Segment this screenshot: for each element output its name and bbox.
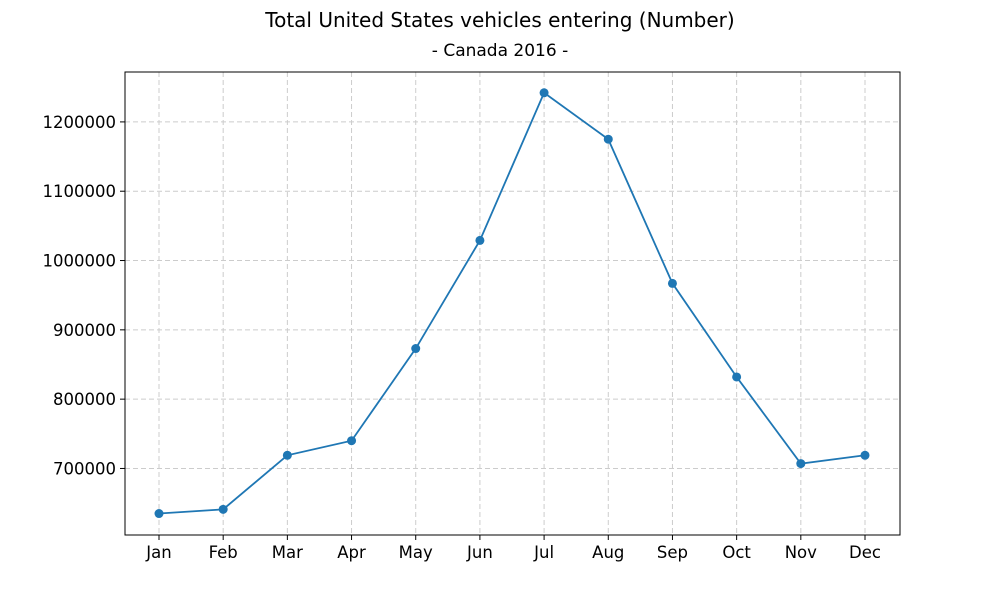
data-point-aug: [603, 134, 613, 144]
y-tick-label: 1100000: [43, 182, 117, 201]
x-tick-label: Oct: [722, 543, 751, 562]
data-point-dec: [860, 450, 870, 460]
x-tick-label: Jul: [533, 543, 554, 562]
x-tick-label: May: [399, 543, 433, 562]
data-point-jun: [475, 235, 485, 245]
y-tick-label: 1000000: [43, 252, 117, 271]
y-tick-label: 800000: [53, 390, 116, 409]
data-point-jul: [539, 88, 549, 98]
y-tick-label: 1200000: [43, 113, 117, 132]
x-tick-label: Sep: [657, 543, 688, 562]
chart-subtitle: - Canada 2016 -: [431, 41, 569, 61]
data-point-mar: [282, 450, 292, 460]
plot-area-frame: [124, 71, 901, 536]
x-tick-label: Nov: [785, 543, 817, 562]
x-tick-label: Aug: [592, 543, 624, 562]
x-tick-label: Jan: [145, 543, 171, 562]
data-point-nov: [796, 459, 806, 469]
data-point-apr: [347, 436, 357, 446]
y-tick-label: 700000: [53, 459, 116, 478]
data-point-sep: [667, 278, 677, 288]
x-tick-label: Feb: [209, 543, 238, 562]
x-tick-label: Jun: [466, 543, 493, 562]
axes: Jan Feb Mar Apr May Jun Jul Aug Sep Oct Nov Dec 7000…: [43, 113, 881, 562]
chart-title: Total United States vehicles entering (N…: [265, 8, 735, 32]
series-layer: [154, 88, 870, 519]
data-point-feb: [218, 504, 228, 514]
data-point-jan: [154, 509, 164, 519]
data-point-may: [411, 344, 421, 354]
series-line: [158, 91, 866, 515]
x-tick-label: Dec: [849, 543, 881, 562]
grid: [125, 72, 900, 535]
data-point-oct: [732, 372, 742, 382]
x-tick-label: Apr: [337, 543, 366, 562]
x-tick-label: Mar: [272, 543, 303, 562]
y-tick-label: 900000: [53, 321, 116, 340]
